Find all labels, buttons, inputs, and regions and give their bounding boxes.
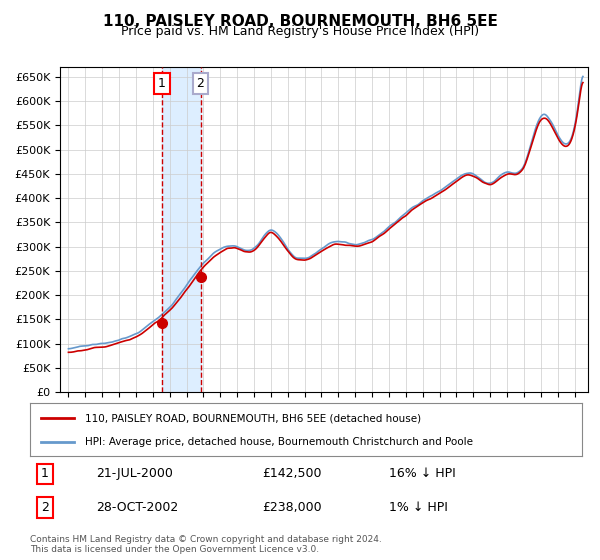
Text: £142,500: £142,500 — [262, 468, 322, 480]
Text: 2: 2 — [197, 77, 205, 90]
Text: 28-OCT-2002: 28-OCT-2002 — [96, 501, 178, 514]
Text: 1: 1 — [158, 77, 166, 90]
Text: 21-JUL-2000: 21-JUL-2000 — [96, 468, 173, 480]
Text: HPI: Average price, detached house, Bournemouth Christchurch and Poole: HPI: Average price, detached house, Bour… — [85, 436, 473, 446]
Text: 16% ↓ HPI: 16% ↓ HPI — [389, 468, 455, 480]
Text: Contains HM Land Registry data © Crown copyright and database right 2024.
This d: Contains HM Land Registry data © Crown c… — [30, 535, 382, 554]
Text: 2: 2 — [41, 501, 49, 514]
Text: 1: 1 — [41, 468, 49, 480]
Text: Price paid vs. HM Land Registry's House Price Index (HPI): Price paid vs. HM Land Registry's House … — [121, 25, 479, 38]
Text: 110, PAISLEY ROAD, BOURNEMOUTH, BH6 5EE (detached house): 110, PAISLEY ROAD, BOURNEMOUTH, BH6 5EE … — [85, 413, 421, 423]
Text: 1% ↓ HPI: 1% ↓ HPI — [389, 501, 448, 514]
Text: 110, PAISLEY ROAD, BOURNEMOUTH, BH6 5EE: 110, PAISLEY ROAD, BOURNEMOUTH, BH6 5EE — [103, 14, 497, 29]
Text: £238,000: £238,000 — [262, 501, 322, 514]
Bar — [162, 67, 200, 392]
